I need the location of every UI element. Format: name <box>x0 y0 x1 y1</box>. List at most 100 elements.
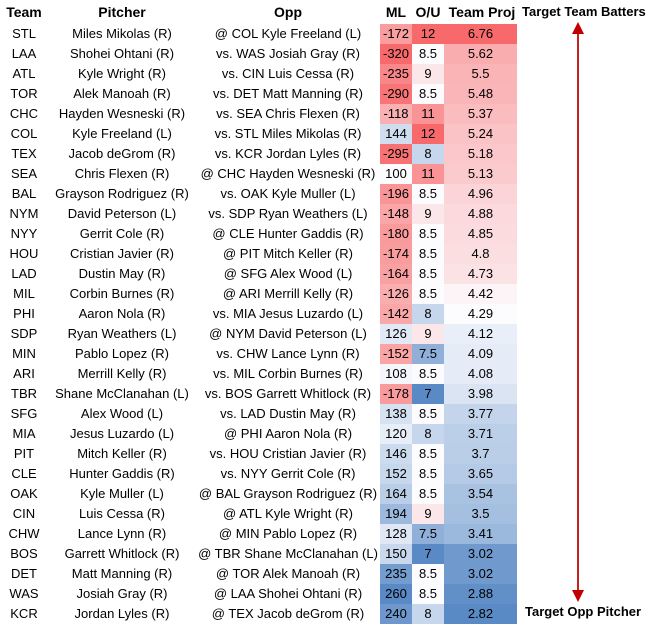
team-cell[interactable]: BOS <box>10 546 38 561</box>
ou-cell[interactable]: 7.5 <box>412 524 444 544</box>
team-proj-cell[interactable]: 3.98 <box>444 384 517 404</box>
ml-cell[interactable]: -126 <box>380 284 412 304</box>
pitcher-cell[interactable]: Jacob deGrom (R) <box>68 146 176 161</box>
header-ou[interactable]: O/U <box>415 4 441 20</box>
team-proj-cell[interactable]: 2.82 <box>444 604 517 624</box>
ou-cell[interactable]: 8.5 <box>412 444 444 464</box>
opp-cell[interactable]: vs. BOS Garrett Whitlock (R) <box>204 386 372 401</box>
ml-cell[interactable]: 128 <box>380 524 412 544</box>
team-cell[interactable]: CHC <box>9 106 39 121</box>
ou-cell[interactable]: 9 <box>412 64 444 84</box>
ou-cell[interactable]: 8 <box>412 604 444 624</box>
team-proj-cell[interactable]: 6.76 <box>444 24 517 44</box>
pitcher-cell[interactable]: Jesus Luzardo (L) <box>69 426 175 441</box>
team-proj-cell[interactable]: 5.18 <box>444 144 517 164</box>
team-cell[interactable]: CIN <box>12 506 36 521</box>
ou-cell[interactable]: 8.5 <box>412 404 444 424</box>
opp-cell[interactable]: vs. OAK Kyle Muller (L) <box>220 186 356 201</box>
team-proj-cell[interactable]: 3.5 <box>444 504 517 524</box>
team-cell[interactable]: DET <box>11 566 37 581</box>
pitcher-cell[interactable]: Hunter Gaddis (R) <box>69 466 175 481</box>
team-proj-cell[interactable]: 4.08 <box>444 364 517 384</box>
opp-cell[interactable]: vs. LAD Dustin May (R) <box>220 406 356 421</box>
ou-cell[interactable]: 8.5 <box>412 44 444 64</box>
team-cell[interactable]: BAL <box>11 186 37 201</box>
ml-cell[interactable]: -235 <box>380 64 412 84</box>
team-cell[interactable]: PHI <box>13 306 35 321</box>
ou-cell[interactable]: 11 <box>412 164 444 184</box>
opp-cell[interactable]: vs. KCR Jordan Lyles (R) <box>214 146 362 161</box>
opp-cell[interactable]: vs. SDP Ryan Weathers (L) <box>208 206 368 221</box>
team-cell[interactable]: TOR <box>10 86 38 101</box>
opp-cell[interactable]: vs. HOU Cristian Javier (R) <box>209 446 367 461</box>
team-cell[interactable]: OAK <box>10 486 38 501</box>
ou-cell[interactable]: 8.5 <box>412 584 444 604</box>
header-team-proj[interactable]: Team Proj <box>448 4 516 20</box>
ml-cell[interactable]: -172 <box>380 24 412 44</box>
team-proj-cell[interactable]: 4.12 <box>444 324 517 344</box>
opp-cell[interactable]: vs. NYY Gerrit Cole (R) <box>220 466 356 481</box>
pitcher-cell[interactable]: Luis Cessa (R) <box>79 506 165 521</box>
team-proj-cell[interactable]: 5.13 <box>444 164 517 184</box>
ml-cell[interactable]: 138 <box>380 404 412 424</box>
ml-cell[interactable]: -178 <box>380 384 412 404</box>
opp-cell[interactable]: vs. DET Matt Manning (R) <box>212 86 364 101</box>
ou-cell[interactable]: 8.5 <box>412 224 444 244</box>
ml-cell[interactable]: 152 <box>380 464 412 484</box>
pitcher-cell[interactable]: Jordan Lyles (R) <box>74 606 170 621</box>
ml-cell[interactable]: 240 <box>380 604 412 624</box>
pitcher-cell[interactable]: Shohei Ohtani (R) <box>69 46 175 61</box>
ml-cell[interactable]: 120 <box>380 424 412 444</box>
pitcher-cell[interactable]: Pablo Lopez (R) <box>75 346 169 361</box>
team-cell[interactable]: TEX <box>11 146 37 161</box>
pitcher-cell[interactable]: Hayden Wesneski (R) <box>58 106 186 121</box>
ml-cell[interactable]: -142 <box>380 304 412 324</box>
ou-cell[interactable]: 8.5 <box>412 564 444 584</box>
ml-cell[interactable]: -290 <box>380 84 412 104</box>
pitcher-cell[interactable]: Lance Lynn (R) <box>77 526 167 541</box>
opp-cell[interactable]: vs. SEA Chris Flexen (R) <box>216 106 360 121</box>
team-cell[interactable]: SEA <box>10 166 37 181</box>
ou-cell[interactable]: 8.5 <box>412 364 444 384</box>
ml-cell[interactable]: 164 <box>380 484 412 504</box>
ou-cell[interactable]: 8.5 <box>412 464 444 484</box>
team-proj-cell[interactable]: 3.02 <box>444 564 517 584</box>
opp-cell[interactable]: vs. CHW Lance Lynn (R) <box>216 346 360 361</box>
ou-cell[interactable]: 9 <box>412 204 444 224</box>
header-ml[interactable]: ML <box>385 4 407 20</box>
ml-cell[interactable]: -148 <box>380 204 412 224</box>
team-proj-cell[interactable]: 4.88 <box>444 204 517 224</box>
team-proj-cell[interactable]: 3.7 <box>444 444 517 464</box>
team-proj-cell[interactable]: 3.41 <box>444 524 517 544</box>
team-cell[interactable]: KCR <box>10 606 38 621</box>
team-proj-cell[interactable]: 2.88 <box>444 584 517 604</box>
team-proj-cell[interactable]: 4.85 <box>444 224 517 244</box>
ou-cell[interactable]: 8.5 <box>412 84 444 104</box>
ml-cell[interactable]: -295 <box>380 144 412 164</box>
team-cell[interactable]: ARI <box>13 366 35 381</box>
team-proj-cell[interactable]: 4.8 <box>444 244 517 264</box>
team-proj-cell[interactable]: 3.71 <box>444 424 517 444</box>
team-cell[interactable]: MIN <box>12 346 36 361</box>
pitcher-cell[interactable]: Alex Wood (L) <box>80 406 164 421</box>
header-opp[interactable]: Opp <box>274 4 302 20</box>
team-proj-cell[interactable]: 4.29 <box>444 304 517 324</box>
team-cell[interactable]: NYY <box>10 226 38 241</box>
opp-cell[interactable]: @ LAA Shohei Ohtani (R) <box>213 586 363 601</box>
ou-cell[interactable]: 7 <box>412 544 444 564</box>
opp-cell[interactable]: @ PHI Aaron Nola (R) <box>223 426 353 441</box>
team-cell[interactable]: CHW <box>8 526 40 541</box>
ml-cell[interactable]: -174 <box>380 244 412 264</box>
ou-cell[interactable]: 8.5 <box>412 244 444 264</box>
team-proj-cell[interactable]: 5.5 <box>444 64 517 84</box>
ml-cell[interactable]: 194 <box>380 504 412 524</box>
team-cell[interactable]: LAA <box>11 46 37 61</box>
team-proj-cell[interactable]: 3.77 <box>444 404 517 424</box>
ml-cell[interactable]: -118 <box>380 104 412 124</box>
pitcher-cell[interactable]: Josiah Gray (R) <box>76 586 168 601</box>
pitcher-cell[interactable]: David Peterson (L) <box>67 206 177 221</box>
team-proj-cell[interactable]: 4.96 <box>444 184 517 204</box>
ou-cell[interactable]: 7.5 <box>412 344 444 364</box>
ou-cell[interactable]: 8.5 <box>412 264 444 284</box>
team-proj-cell[interactable]: 5.62 <box>444 44 517 64</box>
